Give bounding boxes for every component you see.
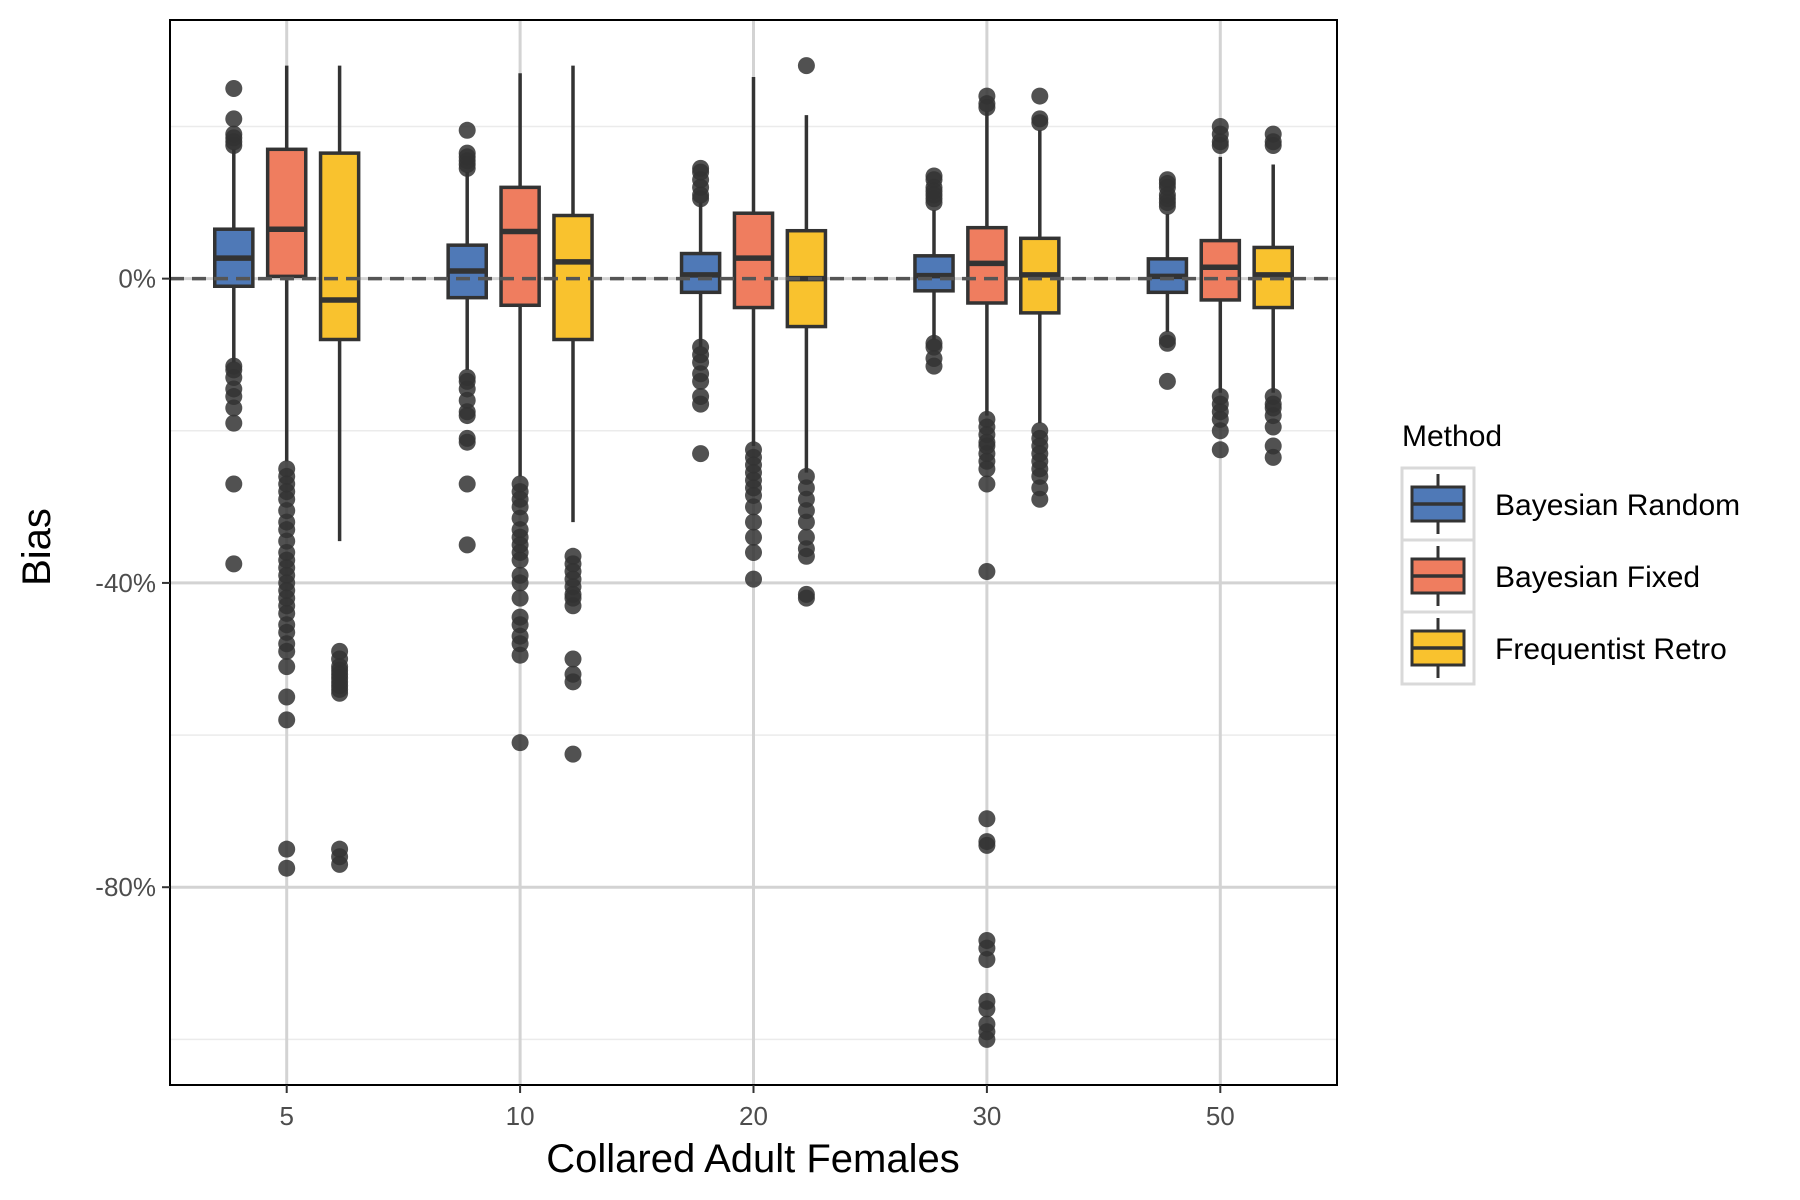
outlier-point [225,414,243,432]
outlier-point [978,1000,996,1018]
outlier-point [978,836,996,854]
x-tick-label: 10 [506,1101,535,1131]
outlier-point [925,357,943,375]
x-axis-title: Collared Adult Females [546,1137,960,1181]
outlier-point [331,855,349,873]
outlier-point [692,372,710,390]
outlier-point [278,642,296,660]
outlier-point [1211,422,1229,440]
outlier-point [278,688,296,706]
outlier-point [745,513,762,531]
x-tick-label: 50 [1206,1101,1235,1131]
legend-label: Bayesian Fixed [1495,561,1700,594]
outlier-point [978,1030,996,1048]
outlier-point [797,57,815,75]
outlier-point [511,589,529,607]
outlier-point [978,950,996,968]
outlier-point [564,745,582,763]
outlier-point [278,859,296,877]
outlier-point [1158,334,1176,352]
outlier-point [458,159,476,177]
outlier-point [511,574,529,592]
outlier-point [511,646,529,664]
plot-panel: 0% -40% -80% 5 10 20 30 50 [95,19,1338,1131]
legend-label: Frequentist Retro [1495,633,1727,666]
outlier-point [331,684,349,702]
outlier-point [797,513,815,531]
outlier-point [1158,197,1176,215]
outlier-point [978,460,996,478]
outlier-point [278,711,296,729]
y-tick-label: -80% [95,872,156,902]
box-iqr [1199,238,1242,302]
outlier-point [1264,418,1282,436]
x-tick-label: 30 [972,1101,1001,1131]
outlier-point [745,570,762,588]
outlier-point [225,79,243,97]
outlier-point [692,445,710,463]
outlier-point [564,597,582,615]
outlier-point [978,563,996,581]
outlier-point [1158,372,1176,390]
outlier-point [797,589,815,607]
outlier-point [564,650,582,668]
box-iqr [499,185,541,308]
outlier-point [225,475,243,493]
outlier-point [225,137,243,155]
y-axis-title: Bias [15,508,59,586]
outlier-point [1031,490,1049,508]
outlier-point [1264,448,1282,466]
outlier-point [745,498,762,516]
outlier-point [745,528,762,546]
outlier-point [278,658,296,676]
y-tick-label: -40% [95,568,156,598]
outlier-point [1031,114,1049,132]
outlier-point [745,544,762,561]
legend-title: Method [1402,420,1502,453]
outlier-point [1264,137,1282,155]
x-tick-label: 5 [279,1101,293,1131]
x-tick-label: 20 [739,1101,768,1131]
outlier-point [225,110,243,128]
outlier-point [458,475,476,493]
outlier-point [458,536,476,554]
outlier-point [564,673,582,691]
outlier-point [278,840,296,858]
outlier-point [225,399,243,417]
outlier-point [978,475,996,493]
outlier-point [225,555,243,573]
outlier-point [1211,137,1229,155]
outlier-point [458,433,476,451]
outlier-point [797,547,815,565]
outlier-point [978,810,996,828]
outlier-point [1211,441,1229,459]
outlier-point [925,194,943,212]
box-iqr [265,147,308,279]
outlier-point [511,734,529,752]
outlier-point [511,551,529,569]
outlier-point [978,98,996,116]
outlier-point [692,190,710,208]
outlier-point [458,407,476,425]
outlier-point [692,395,710,413]
box-iqr [318,151,361,342]
outlier-point [458,121,476,139]
y-tick-label: 0% [118,264,156,294]
outlier-point [1031,87,1049,105]
legend-label: Bayesian Random [1495,489,1740,522]
legend: Method Bayesian Random Bayesian Fixed Freq… [1400,420,1740,686]
